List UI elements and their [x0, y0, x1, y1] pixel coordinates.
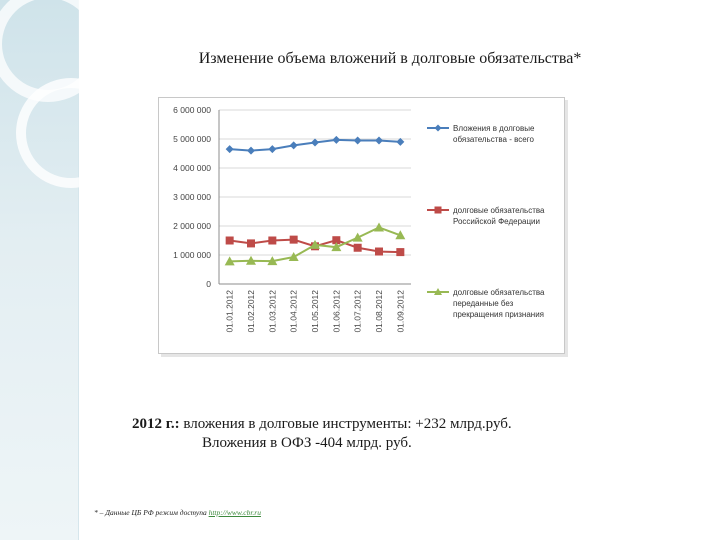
- y-tick-label: 5 000 000: [173, 134, 211, 144]
- x-tick-label: 01.05.2012: [310, 290, 320, 333]
- source-link[interactable]: http://www.cbr.ru: [208, 508, 261, 517]
- data-point: [246, 255, 256, 265]
- summary-text: 2012 г.: вложения в долговые инструменты…: [132, 416, 512, 452]
- data-point: [224, 256, 235, 266]
- data-point: [353, 136, 362, 145]
- data-point: [395, 230, 406, 240]
- y-tick-label: 1 000 000: [173, 250, 211, 260]
- data-point: [311, 138, 319, 147]
- legend-label: Вложения в долговые: [453, 124, 535, 133]
- chart-frame: 6 000 000 5 000 000 4 000 000 3 000 000 2 00…: [158, 97, 568, 357]
- data-point: [267, 256, 278, 266]
- data-point: [396, 137, 405, 146]
- x-tick-label: 01.01.2012: [225, 290, 235, 333]
- data-point: [353, 243, 362, 252]
- data-point: [375, 136, 383, 145]
- footnote-text: * – Данные ЦБ РФ режим доступа: [94, 508, 209, 517]
- legend-label: долговые обязательства: [453, 206, 545, 215]
- y-tick-label: 4 000 000: [173, 163, 211, 173]
- x-tick-label: 01.09.2012: [395, 290, 405, 333]
- data-point: [332, 135, 341, 144]
- legend-label: долговые обязательства: [453, 288, 545, 297]
- x-tick-label: 01.02.2012: [246, 290, 256, 333]
- x-tick-label: 01.07.2012: [353, 290, 363, 333]
- data-point: [310, 239, 320, 249]
- legend-marker: [434, 206, 442, 214]
- y-tick-label: 6 000 000: [173, 105, 211, 115]
- data-point: [288, 252, 299, 262]
- y-tick-label: 0: [206, 279, 211, 289]
- line-chart: 6 000 000 5 000 000 4 000 000 3 000 000 2 00…: [173, 105, 545, 333]
- data-point: [289, 235, 298, 244]
- summary-line-1: вложения в долговые инструменты: +232 мл…: [179, 416, 512, 432]
- data-point: [352, 232, 363, 242]
- legend-marker: [434, 288, 442, 295]
- data-point: [247, 146, 255, 155]
- data-point: [289, 141, 298, 150]
- x-tick-label: 01.03.2012: [267, 290, 277, 333]
- x-tick-label: 01.04.2012: [289, 290, 299, 333]
- data-point: [225, 236, 234, 245]
- decorative-ring: [16, 78, 126, 188]
- x-tick-label: 01.06.2012: [331, 290, 341, 333]
- summary-line-2: Вложения в ОФЗ -404 млрд. руб.: [202, 435, 412, 451]
- legend-label: обязательства - всего: [453, 135, 534, 144]
- y-tick-label: 2 000 000: [173, 221, 211, 231]
- legend-label: переданные без: [453, 299, 514, 308]
- decorative-divider: [78, 0, 79, 540]
- data-point: [375, 247, 383, 256]
- summary-year: 2012 г.:: [132, 416, 180, 432]
- data-point: [331, 242, 342, 252]
- legend-label: прекращения признания: [453, 310, 544, 319]
- footnote: * – Данные ЦБ РФ режим доступа http://ww…: [94, 508, 261, 517]
- x-tick-label: 01.08.2012: [374, 290, 384, 333]
- data-point: [374, 222, 384, 232]
- data-point: [225, 145, 234, 154]
- legend-label: Российской Федерации: [453, 217, 540, 226]
- data-point: [268, 236, 277, 245]
- data-point: [247, 239, 255, 248]
- data-point: [268, 145, 277, 154]
- data-point: [332, 236, 341, 245]
- data-point: [396, 248, 405, 257]
- y-tick-label: 3 000 000: [173, 192, 211, 202]
- legend-marker: [434, 124, 442, 132]
- page-title: Изменение объема вложений в долговые обя…: [198, 50, 582, 67]
